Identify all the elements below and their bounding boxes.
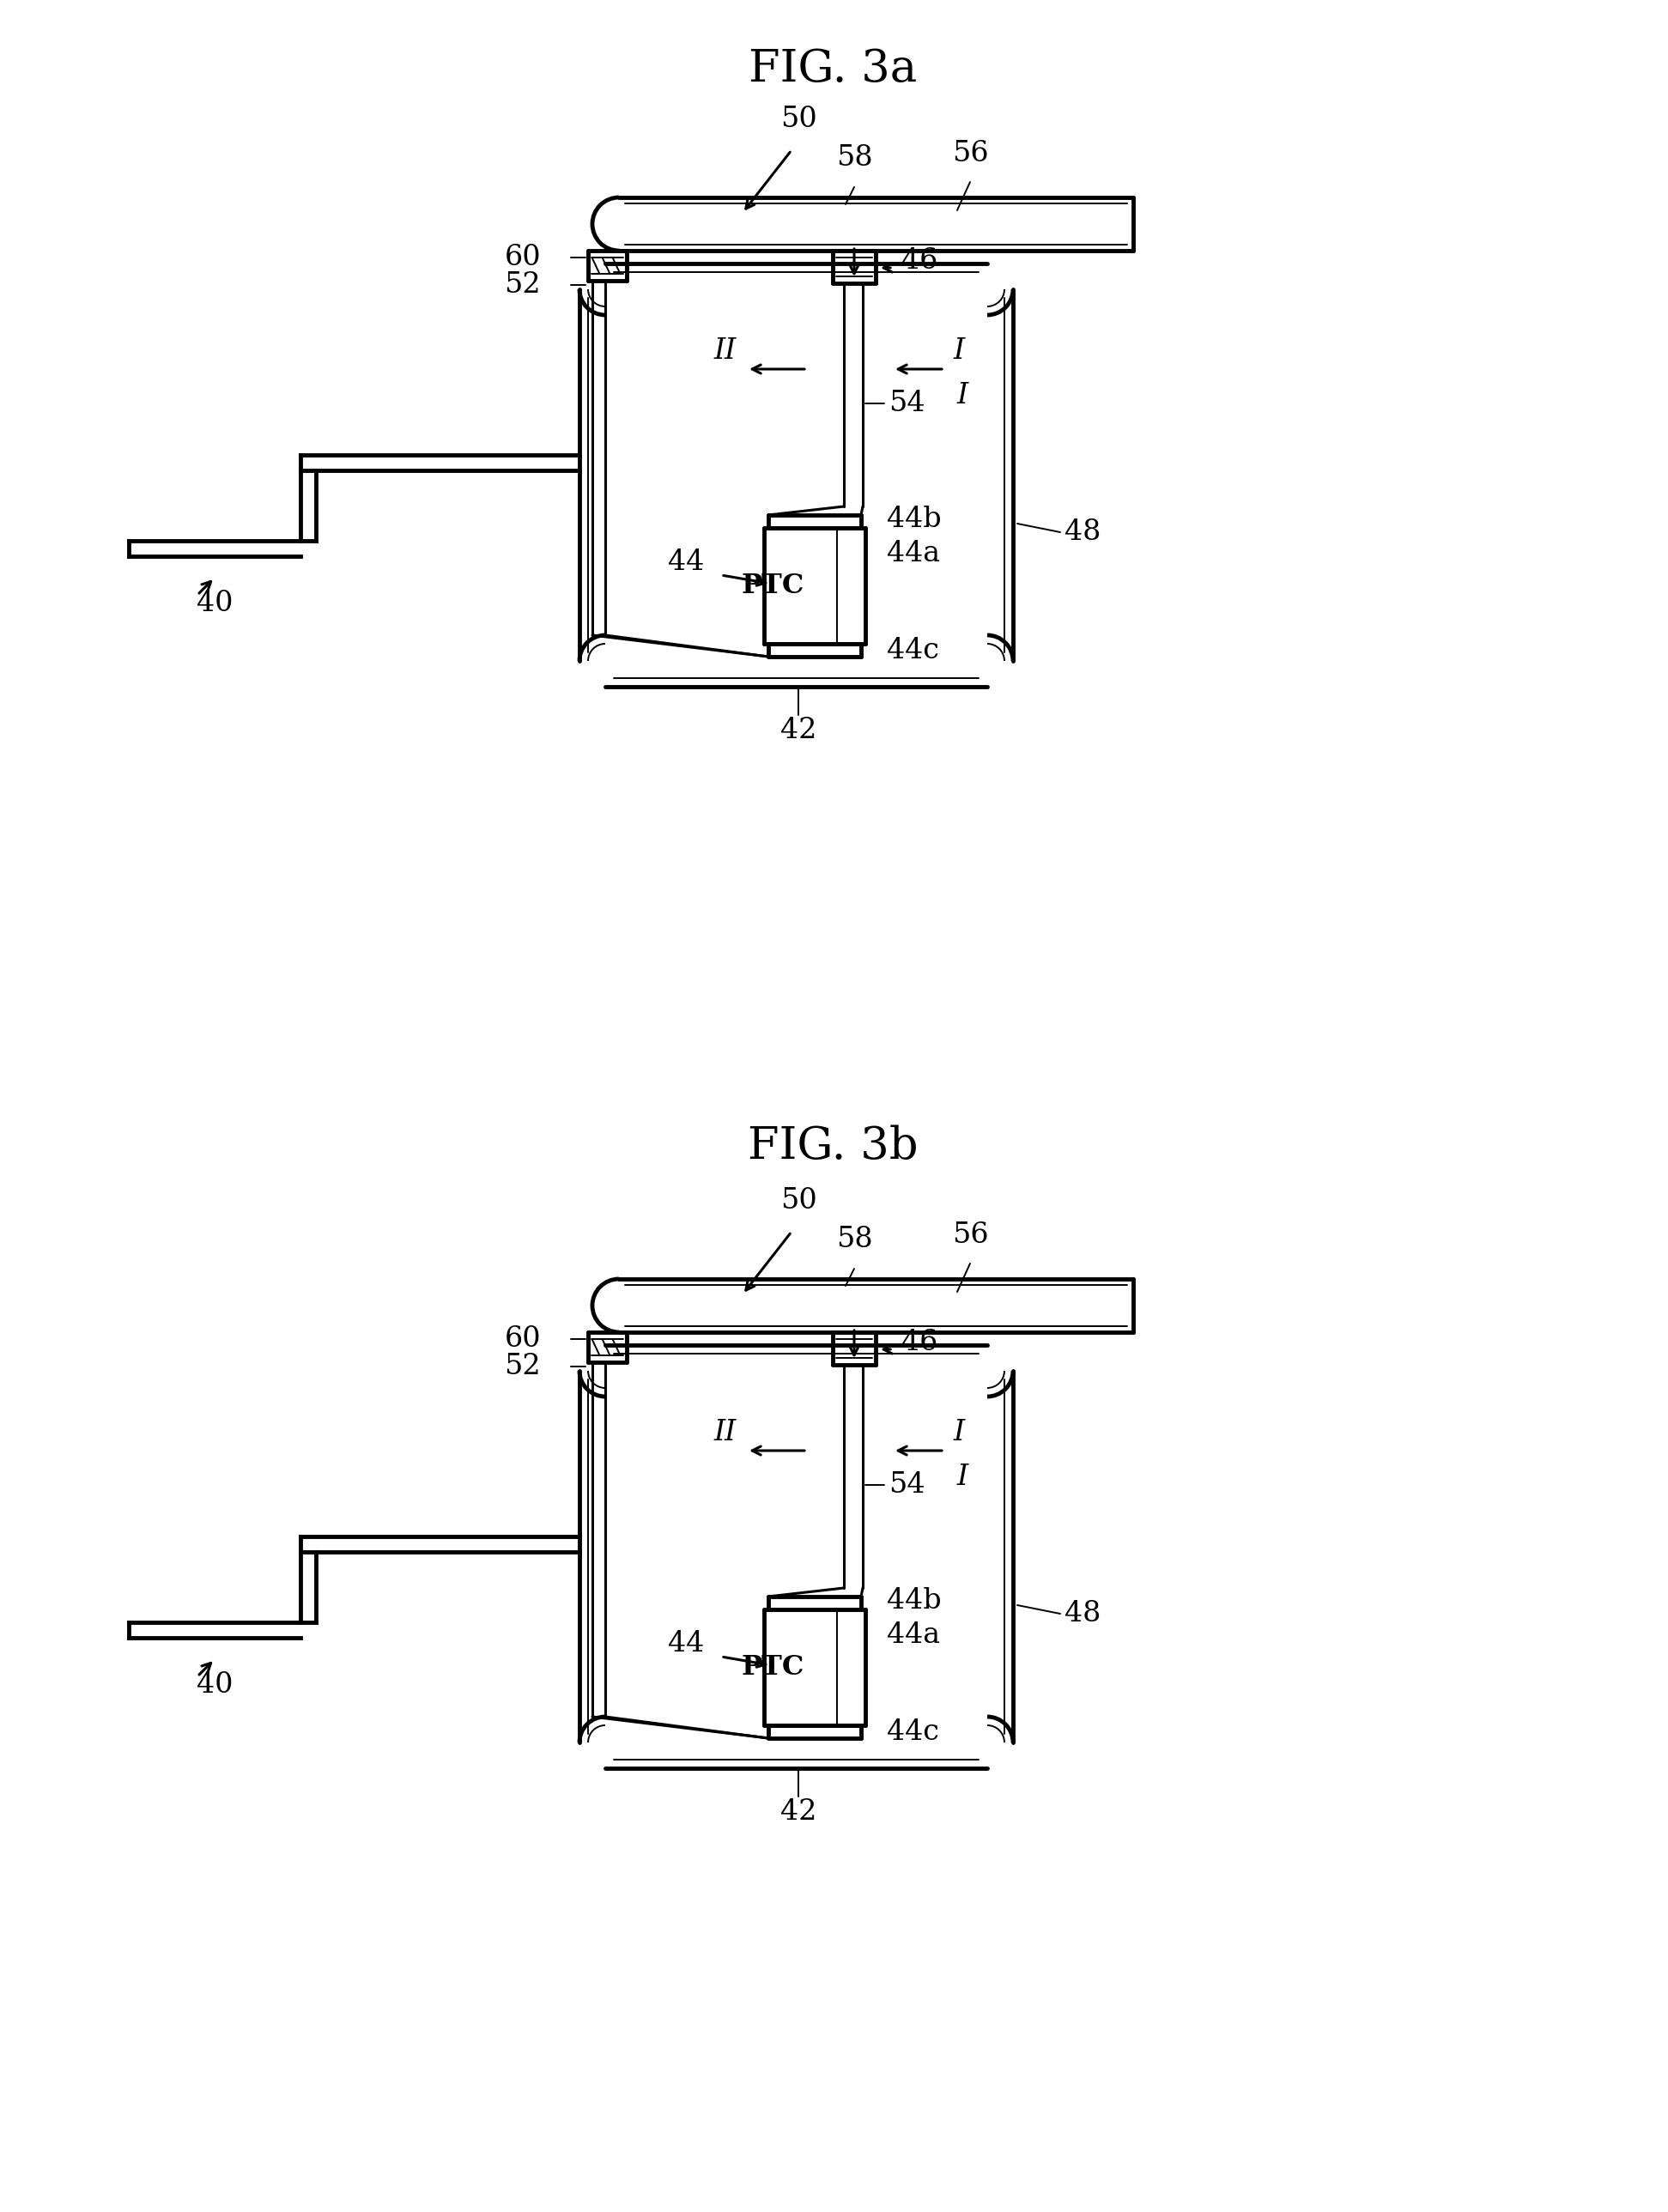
Text: II: II: [714, 1418, 737, 1447]
Text: 44a: 44a: [887, 540, 941, 566]
Text: I: I: [952, 1418, 964, 1447]
Text: FIG. 3b: FIG. 3b: [747, 1124, 917, 1168]
Text: 54: 54: [889, 1471, 926, 1500]
Text: 44c: 44c: [887, 1719, 939, 1745]
Text: 58: 58: [836, 1225, 872, 1254]
Text: 40: 40: [197, 1672, 234, 1699]
Text: PTC: PTC: [741, 1655, 804, 1681]
Text: 44: 44: [667, 1630, 704, 1657]
Text: 60: 60: [504, 1325, 540, 1354]
Text: 44b: 44b: [887, 507, 941, 533]
Text: 44a: 44a: [887, 1621, 941, 1648]
Text: 54: 54: [889, 389, 926, 418]
Text: PTC: PTC: [741, 573, 804, 599]
Text: I: I: [957, 383, 969, 409]
Text: 42: 42: [781, 717, 817, 743]
Text: 44c: 44c: [887, 637, 939, 664]
Text: 42: 42: [781, 1798, 817, 1825]
Text: 46: 46: [901, 1329, 937, 1356]
Text: 40: 40: [197, 591, 234, 617]
Text: II: II: [714, 338, 737, 365]
Text: 46: 46: [901, 248, 937, 274]
Text: 56: 56: [952, 1221, 989, 1250]
Text: 44b: 44b: [887, 1588, 941, 1615]
Text: I: I: [957, 1464, 969, 1491]
Text: FIG. 3a: FIG. 3a: [749, 46, 917, 91]
Text: 58: 58: [836, 144, 872, 173]
Text: 44: 44: [667, 549, 704, 575]
Text: 52: 52: [504, 1354, 540, 1380]
Text: 60: 60: [504, 243, 540, 272]
Text: 48: 48: [1064, 518, 1101, 546]
Text: 50: 50: [781, 106, 817, 133]
Text: 52: 52: [504, 272, 540, 299]
Text: I: I: [952, 338, 964, 365]
Text: 50: 50: [781, 1188, 817, 1214]
Text: 56: 56: [952, 139, 989, 168]
Text: 48: 48: [1064, 1599, 1101, 1628]
